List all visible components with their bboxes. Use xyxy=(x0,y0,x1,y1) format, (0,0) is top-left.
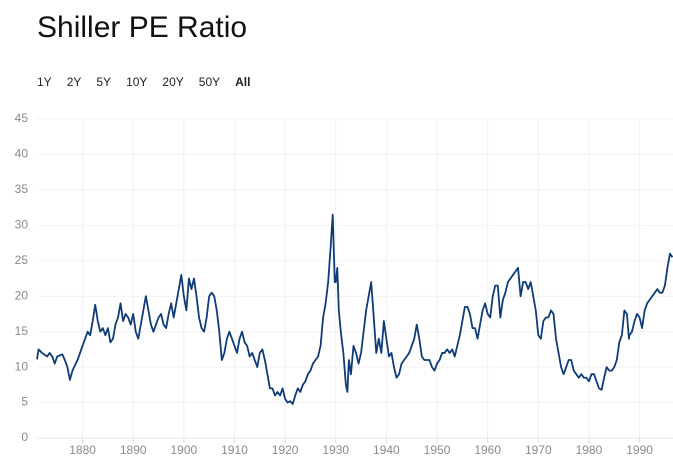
range-button[interactable]: 10Y xyxy=(126,75,147,89)
data-line xyxy=(36,213,673,405)
y-tick-label: 20 xyxy=(15,288,29,302)
chart-title: Shiller PE Ratio xyxy=(37,11,247,44)
x-tick-label: 1920 xyxy=(272,443,299,457)
x-tick-label: 1990 xyxy=(626,443,653,457)
y-tick-label: 40 xyxy=(15,147,29,161)
y-tick-label: 0 xyxy=(21,430,28,444)
y-tick-label: 30 xyxy=(15,218,29,232)
x-tick-label: 1940 xyxy=(373,443,400,457)
x-tick-label: 1960 xyxy=(474,443,501,457)
range-button[interactable]: 1Y xyxy=(37,75,52,89)
range-button[interactable]: 2Y xyxy=(67,75,82,89)
range-button[interactable]: All xyxy=(235,75,250,89)
y-tick-label: 5 xyxy=(21,395,28,409)
x-tick-label: 1910 xyxy=(221,443,248,457)
y-tick-label: 10 xyxy=(15,359,29,373)
x-tick-label: 1950 xyxy=(424,443,451,457)
range-button[interactable]: 50Y xyxy=(199,75,220,89)
x-tick-label: 1980 xyxy=(576,443,603,457)
y-tick-label: 45 xyxy=(15,111,29,125)
range-button[interactable]: 5Y xyxy=(96,75,111,89)
range-buttons: 1Y 2Y 5Y 10Y 20Y 50Y All xyxy=(37,75,250,89)
x-tick-label: 1890 xyxy=(120,443,147,457)
x-tick-label: 1880 xyxy=(69,443,96,457)
x-tick-label: 1900 xyxy=(170,443,197,457)
y-tick-label: 35 xyxy=(15,182,29,196)
y-tick-label: 15 xyxy=(15,324,29,338)
x-tick-label: 1930 xyxy=(322,443,349,457)
range-button[interactable]: 20Y xyxy=(162,75,183,89)
x-tick-label: 1970 xyxy=(525,443,552,457)
y-tick-label: 25 xyxy=(15,253,29,267)
